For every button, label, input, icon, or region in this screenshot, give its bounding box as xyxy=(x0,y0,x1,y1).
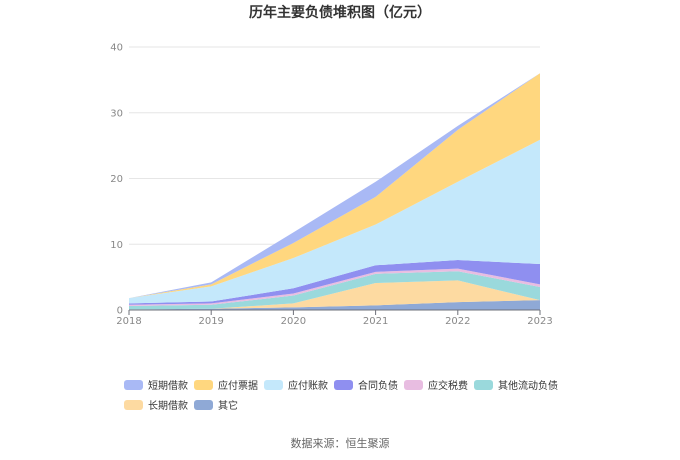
legend-item[interactable]: 长期借款 xyxy=(124,399,188,412)
area-series xyxy=(129,139,540,304)
areas xyxy=(129,73,540,310)
legend-swatch xyxy=(194,380,213,390)
y-tick-label: 20 xyxy=(110,174,123,185)
legend-label: 其他流动负债 xyxy=(498,379,558,392)
x-tick-label: 2019 xyxy=(198,316,223,327)
x-tick-label: 2020 xyxy=(281,316,306,327)
legend-label: 应付账款 xyxy=(288,379,328,392)
x-tick-label: 2022 xyxy=(445,316,470,327)
legend-swatch xyxy=(264,380,283,390)
y-tick-label: 0 xyxy=(117,306,123,317)
data-source: 数据来源：恒生聚源 xyxy=(291,436,390,450)
y-tick-label: 10 xyxy=(110,240,123,251)
area-series xyxy=(129,280,540,310)
legend-swatch xyxy=(474,380,493,390)
legend-label: 短期借款 xyxy=(148,379,188,392)
area-series xyxy=(129,271,540,310)
legend-item[interactable]: 合同负债 xyxy=(334,379,398,392)
legend-item[interactable]: 其他流动负债 xyxy=(474,379,558,392)
legend-label: 其它 xyxy=(218,399,238,412)
legend-item[interactable]: 应交税费 xyxy=(404,379,468,392)
legend-label: 合同负债 xyxy=(358,379,398,392)
legend-swatch xyxy=(404,380,423,390)
chart-title: 历年主要负债堆积图（亿元） xyxy=(249,4,431,21)
x-tick-label: 2021 xyxy=(363,316,388,327)
axes: 0 10 20 30 40 2018 2019 2020 2021 2022 2023 xyxy=(110,43,552,328)
legend-swatch xyxy=(194,400,213,410)
legend-swatch xyxy=(334,380,353,390)
legend-swatch xyxy=(124,380,143,390)
x-tick-label: 2018 xyxy=(116,316,141,327)
legend-label: 应付票据 xyxy=(218,379,258,392)
area-series xyxy=(129,300,540,310)
legend-item[interactable]: 应付账款 xyxy=(264,379,328,392)
x-tick-label: 2023 xyxy=(527,316,552,327)
y-tick-label: 40 xyxy=(110,43,123,54)
legend-label: 应交税费 xyxy=(428,379,468,392)
legend-item[interactable]: 短期借款 xyxy=(124,379,188,392)
legend-swatch xyxy=(124,400,143,410)
y-tick-label: 30 xyxy=(110,108,123,119)
area-series xyxy=(129,260,540,305)
legend-label: 长期借款 xyxy=(148,399,188,412)
legend-item[interactable]: 应付票据 xyxy=(194,379,258,392)
legend-item[interactable]: 其它 xyxy=(194,399,238,412)
